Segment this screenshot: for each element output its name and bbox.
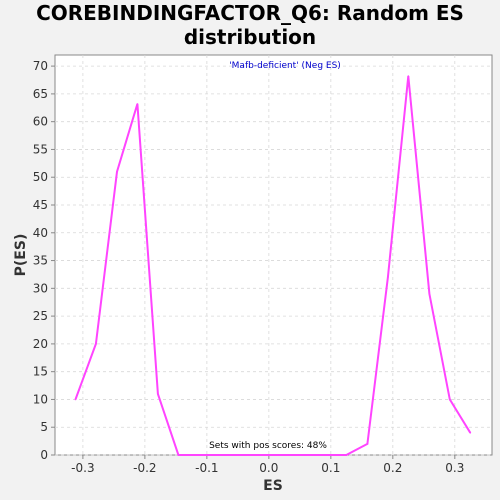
y-tick-label: 55 — [33, 142, 48, 156]
chart-annotation: Sets with pos scores: 48% — [209, 441, 327, 451]
y-tick-label: 35 — [33, 254, 48, 268]
grid-lines — [55, 55, 492, 456]
data-point — [428, 293, 431, 295]
x-axis-ticks: -0.3 -0.2 -0.1 0.0 0.1 0.2 0.3 — [71, 455, 464, 475]
y-tick-label: 60 — [33, 115, 48, 129]
x-tick-label: 0.3 — [445, 461, 464, 475]
y-tick-label: 20 — [33, 337, 48, 351]
data-point — [387, 276, 389, 279]
y-tick-label: 25 — [33, 309, 48, 323]
data-point — [345, 454, 348, 456]
y-axis-ticks: 0 5 10 15 20 25 30 35 40 45 50 55 60 65 70 — [33, 59, 55, 462]
series-lines — [74, 75, 472, 456]
x-tick-label: -0.1 — [195, 461, 218, 475]
y-tick-label: 45 — [33, 198, 48, 212]
chart-title-line2: distribution — [184, 25, 316, 49]
data-point — [74, 398, 77, 401]
data-point — [177, 454, 180, 456]
y-tick-label: 10 — [33, 392, 48, 406]
x-tick-label: 0.2 — [383, 461, 402, 475]
x-axis-label: ES — [263, 478, 283, 494]
data-point — [95, 343, 97, 345]
x-tick-label: -0.3 — [71, 461, 94, 475]
y-tick-label: 30 — [33, 281, 48, 295]
data-point — [116, 170, 118, 173]
data-point — [136, 103, 139, 105]
x-tick-label: -0.2 — [133, 461, 156, 475]
data-point — [469, 431, 472, 434]
y-tick-label: 50 — [33, 170, 48, 184]
y-axis-label: P(ES) — [13, 234, 29, 277]
data-point — [157, 393, 159, 395]
y-tick-label: 70 — [33, 59, 48, 73]
x-tick-label: 0.1 — [321, 461, 340, 475]
y-tick-label: 15 — [33, 365, 48, 379]
data-point — [407, 75, 410, 77]
y-tick-label: 5 — [40, 420, 48, 434]
y-tick-label: 40 — [33, 226, 48, 240]
chart-title-line1: COREBINDINGFACTOR_Q6: Random ES — [36, 1, 464, 25]
x-tick-label: 0.0 — [259, 461, 278, 475]
y-tick-label: 0 — [40, 448, 48, 462]
y-tick-label: 65 — [33, 87, 48, 101]
data-point — [449, 398, 451, 401]
data-point — [366, 443, 369, 445]
chart-subtitle: 'Mafb-deficient' (Neg ES) — [229, 61, 341, 71]
